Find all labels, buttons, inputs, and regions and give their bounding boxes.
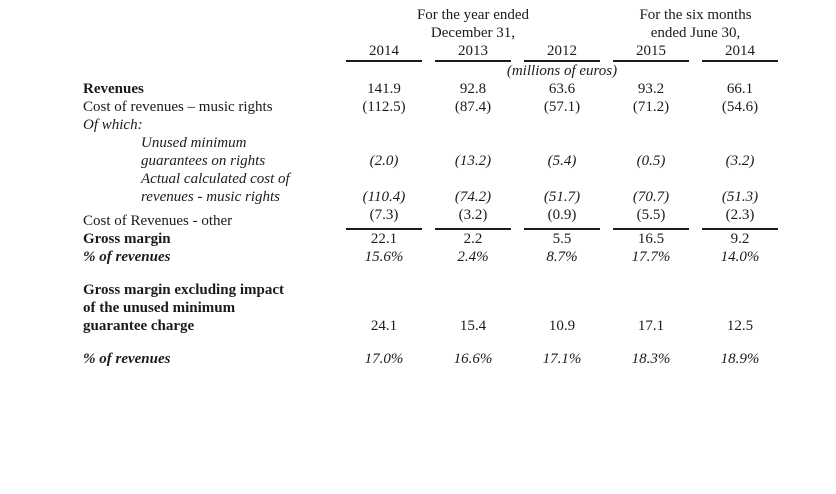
cell-value: (3.2) <box>435 206 511 230</box>
year-header-row: 2014 2013 2012 2015 2014 <box>83 42 778 62</box>
cell-value: (57.1) <box>543 99 581 115</box>
cell-value: (110.4) <box>362 189 406 205</box>
cell-value: (70.7) <box>632 189 670 205</box>
cell-value: 92.8 <box>459 81 487 97</box>
cell-value: (87.4) <box>454 99 492 115</box>
row-revenues: Revenues 141.9 92.8 63.6 93.2 66.1 <box>83 80 778 98</box>
year-header-2012: 2012 <box>524 42 600 62</box>
cell-value: 10.9 <box>548 318 576 334</box>
row-gross-margin-excluding-impact: Gross margin excluding impact of the unu… <box>83 266 778 335</box>
cell-value: 15.4 <box>459 318 487 334</box>
cell-value: 141.9 <box>367 81 401 97</box>
row-label: Gross margin excluding impact of the unu… <box>83 282 284 334</box>
cell-value: (5.4) <box>547 153 577 169</box>
row-label: Revenues <box>83 81 144 97</box>
year-header-2014: 2014 <box>346 42 422 62</box>
group-header-year-ended: For the year ended December 31, <box>416 7 530 41</box>
year-header-2015: 2015 <box>613 42 689 62</box>
cell-value: 14.0% <box>720 249 760 265</box>
cell-value: 16.6% <box>453 351 493 367</box>
cell-value: (2.0) <box>369 153 399 169</box>
cell-value: 5.5 <box>552 231 572 247</box>
cell-value: 63.6 <box>548 81 576 97</box>
cell-value: 22.1 <box>370 231 398 247</box>
cell-value: 17.0% <box>364 351 404 367</box>
cell-value: (5.5) <box>613 206 689 230</box>
header-spacer <box>83 42 333 62</box>
row-label: Actual calculated cost of revenues - mus… <box>141 171 290 205</box>
row-cost-of-revenues-music-rights: Cost of revenues – music rights (112.5) … <box>83 98 778 116</box>
cell-value: (13.2) <box>454 153 492 169</box>
financial-table: For the year ended December 31, For the … <box>70 6 791 368</box>
cell-value: (3.2) <box>725 153 755 169</box>
cell-value: (2.3) <box>702 206 778 230</box>
row-label: Gross margin <box>83 231 171 247</box>
cell-value: (112.5) <box>362 99 406 115</box>
cell-value: 18.3% <box>631 351 671 367</box>
cell-value: 9.2 <box>730 231 750 247</box>
group-header-row: For the year ended December 31, For the … <box>83 6 778 42</box>
cell-value <box>524 116 600 134</box>
row-label: Cost of revenues – music rights <box>83 99 273 115</box>
cell-value: (74.2) <box>454 189 492 205</box>
cell-value: 17.7% <box>631 249 671 265</box>
cell-value: 93.2 <box>637 81 665 97</box>
group-header-six-months: For the six months ended June 30, <box>639 7 752 41</box>
year-header-2013: 2013 <box>435 42 511 62</box>
cell-value: 17.1 <box>637 318 665 334</box>
cell-value: (71.2) <box>632 99 670 115</box>
cell-value: 15.6% <box>364 249 404 265</box>
row-label: Of which: <box>83 117 143 133</box>
row-gross-margin: Gross margin 22.1 2.2 5.5 16.5 9.2 <box>83 230 778 248</box>
cell-value: (51.3) <box>721 189 759 205</box>
row-unused-minimum-guarantees: Unused minimum guarantees on rights (2.0… <box>83 134 778 170</box>
header-spacer <box>83 6 333 42</box>
cell-value: (0.9) <box>524 206 600 230</box>
row-label: % of revenues <box>83 351 171 367</box>
cell-value: 24.1 <box>370 318 398 334</box>
cell-value: (7.3) <box>346 206 422 230</box>
header-spacer <box>83 62 333 80</box>
cell-value <box>702 116 778 134</box>
cell-value <box>346 116 422 134</box>
row-cost-of-revenues-other: Cost of Revenues - other (7.3) (3.2) (0.… <box>83 206 778 230</box>
row-percent-of-revenues-gross-margin: % of revenues 15.6% 2.4% 8.7% 17.7% 14.0… <box>83 248 778 266</box>
cell-value: 18.9% <box>720 351 760 367</box>
cell-value: 16.5 <box>637 231 665 247</box>
cell-value: 17.1% <box>542 351 582 367</box>
row-of-which: Of which: <box>83 116 778 134</box>
row-label: % of revenues <box>83 249 171 265</box>
cell-value: (0.5) <box>636 153 666 169</box>
cell-value: 66.1 <box>726 81 754 97</box>
cell-value: 2.2 <box>463 231 483 247</box>
year-header-2014-six-months: 2014 <box>702 42 778 62</box>
row-actual-calculated-cost: Actual calculated cost of revenues - mus… <box>83 170 778 206</box>
row-label: Cost of Revenues - other <box>83 213 233 229</box>
cell-value: 8.7% <box>546 249 578 265</box>
cell-value <box>435 116 511 134</box>
cell-value: 2.4% <box>457 249 489 265</box>
units-note: (millions of euros) <box>506 63 618 79</box>
units-row: (millions of euros) <box>83 62 778 80</box>
row-percent-of-revenues-excluding: % of revenues 17.0% 16.6% 17.1% 18.3% 18… <box>83 335 778 368</box>
cell-value <box>613 116 689 134</box>
row-label: Unused minimum guarantees on rights <box>141 135 266 169</box>
cell-value: 12.5 <box>726 318 754 334</box>
cell-value: (51.7) <box>543 189 581 205</box>
cell-value: (54.6) <box>721 99 759 115</box>
